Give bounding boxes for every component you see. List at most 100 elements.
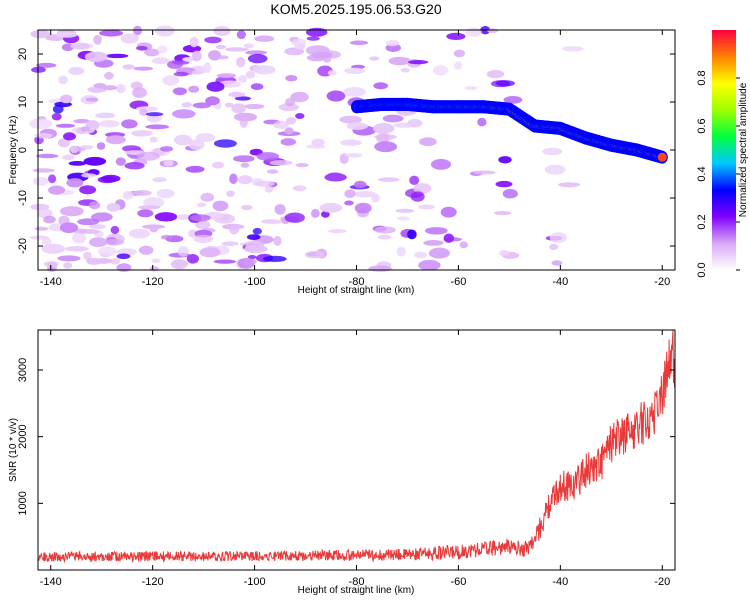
colorbar: 0.0 0.2 0.4 0.6 0.8 Normalized spectral ampl…	[696, 30, 749, 278]
heatmap-cell	[83, 251, 92, 261]
heatmap-cell	[419, 137, 437, 147]
heatmap-cell	[328, 229, 347, 234]
heatmap-cell	[486, 70, 505, 79]
heatmap-cell	[63, 132, 76, 141]
heatmap-cell	[262, 255, 287, 262]
heatmap-cell	[502, 188, 518, 199]
heatmap-cell	[544, 164, 566, 175]
heatmap-cell	[224, 47, 249, 52]
heatmap-cell	[81, 173, 97, 178]
heatmap-cell	[414, 251, 427, 259]
heatmap-cell	[122, 191, 134, 200]
heatmap-cell	[41, 243, 66, 254]
heatmap-cell	[407, 60, 429, 65]
heatmap-cell	[152, 177, 167, 183]
heatmap-cell	[503, 96, 523, 104]
heatmap-cell	[110, 225, 120, 235]
heatmap-cell	[217, 55, 229, 60]
heatmap-cell	[72, 232, 87, 244]
heatmap-cell	[269, 160, 293, 166]
heatmap-cell	[306, 36, 320, 41]
heatmap-cell	[139, 108, 148, 116]
snr-x-label: Height of straight line (km)	[298, 585, 415, 596]
x-tick-label: -140	[40, 276, 62, 288]
heatmap-cell	[247, 53, 268, 64]
heatmap-cell	[305, 27, 328, 37]
heatmap-cell	[280, 138, 297, 146]
heatmap-cell	[37, 208, 53, 219]
heatmap-cells	[29, 25, 584, 273]
heatmap-cell	[48, 185, 66, 195]
colorbar-axis: 0.0 0.2 0.4 0.6 0.8	[696, 70, 740, 278]
heatmap-cell	[551, 260, 563, 266]
heatmap-cell	[95, 258, 113, 264]
heatmap-cell	[273, 235, 282, 246]
heatmap-cell	[495, 180, 513, 188]
heatmap-cell	[319, 202, 343, 213]
heatmap-cell	[234, 96, 251, 101]
heatmap-cell	[378, 177, 400, 182]
heatmap-cell	[230, 224, 241, 231]
heatmap-cell	[132, 87, 148, 98]
heatmap-cell	[250, 83, 264, 90]
heatmap-cell	[273, 120, 289, 129]
heatmap-cell	[154, 25, 175, 37]
heatmap-cell	[137, 151, 160, 161]
heatmap-cell	[253, 180, 275, 187]
heatmap-cell	[377, 234, 392, 240]
heatmap-cell	[138, 205, 161, 210]
heatmap-cell	[286, 117, 297, 125]
heatmap-cell	[344, 200, 354, 206]
heatmap-cell	[83, 156, 107, 166]
heatmap-cell	[454, 61, 462, 70]
x-tick-label: -20	[654, 576, 670, 588]
heatmap-cell	[247, 255, 257, 260]
heatmap-cell	[224, 102, 234, 108]
heatmap-cell	[36, 62, 57, 68]
heatmap-cell	[215, 44, 226, 50]
heatmap-cell	[353, 191, 377, 198]
heatmap-cell	[172, 87, 187, 96]
snr-x-axis: -140 -120 -100 -80 -60 -40 -20	[40, 330, 670, 588]
heatmap-cell	[236, 57, 246, 68]
heatmap-cell	[374, 226, 396, 234]
heatmap-cell	[191, 70, 203, 75]
heatmap-cell	[116, 263, 132, 272]
heatmap-cell	[74, 147, 86, 152]
heatmap-cell	[77, 218, 100, 226]
heatmap-cell	[188, 139, 205, 151]
heatmap-cell	[418, 204, 435, 210]
x-tick-label: -140	[40, 576, 62, 588]
heatmap-x-axis: -140 -120 -100 -80 -60 -40 -20	[40, 30, 670, 288]
heatmap-cell	[88, 201, 101, 210]
colorbar-tick-label: 0.8	[696, 70, 708, 85]
heatmap-cell	[252, 65, 276, 75]
heatmap-cell	[295, 163, 309, 168]
heatmap-cell	[98, 246, 117, 257]
heatmap-cell	[204, 36, 222, 44]
heatmap-cell	[245, 71, 255, 79]
heatmap-cell	[252, 227, 262, 235]
x-tick-label: -120	[142, 276, 164, 288]
heatmap-cell	[213, 139, 237, 148]
snr-panel: -140 -120 -100 -80 -60 -40 -20 1000 2000 3000 He…	[8, 329, 676, 596]
heatmap-y-axis: 20 10 0 -10 -20	[17, 48, 675, 254]
heatmap-cell	[189, 36, 199, 48]
heatmap-cell	[59, 222, 79, 233]
heatmap-cell	[409, 175, 420, 185]
heatmap-cell	[349, 40, 369, 46]
heatmap-cell	[339, 115, 363, 124]
heatmap-cell	[428, 247, 450, 259]
heatmap-cell	[453, 49, 466, 58]
heatmap-cell	[274, 204, 286, 215]
heatmap-cell	[68, 66, 85, 76]
heatmap-cell	[181, 102, 193, 108]
heatmap-cell	[85, 97, 99, 102]
heatmap-cell	[59, 206, 84, 217]
heatmap-cell	[243, 43, 254, 49]
heatmap-cell	[205, 96, 220, 106]
heatmap-cell	[62, 154, 75, 161]
heatmap-cell	[163, 159, 174, 167]
heatmap-cell	[124, 162, 145, 170]
heatmap-cell	[149, 136, 158, 143]
